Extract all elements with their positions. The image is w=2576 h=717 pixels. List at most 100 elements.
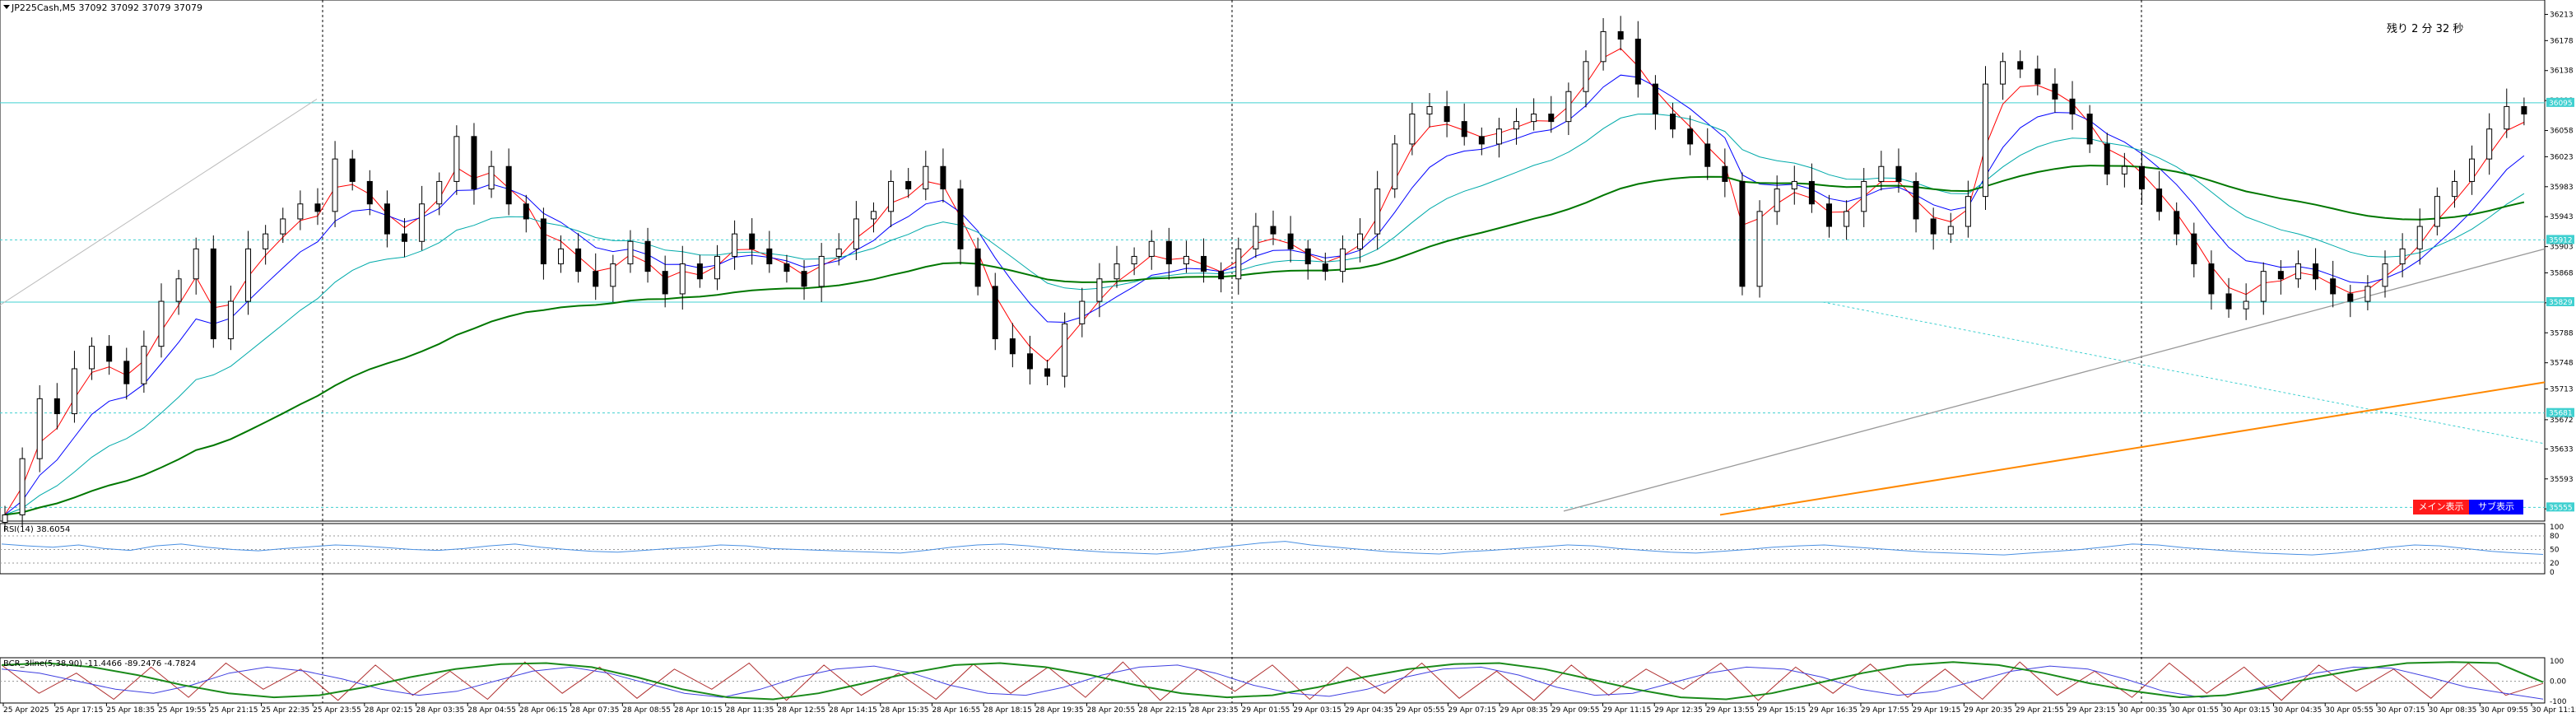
candle-body xyxy=(89,346,95,370)
candle-body xyxy=(1947,226,1954,235)
chart-title: JP225Cash,M5 37092 37092 37079 37079 xyxy=(12,2,202,13)
candle-body xyxy=(593,271,599,287)
candle-body xyxy=(540,218,546,265)
candle-body xyxy=(1548,114,1555,123)
time-tick-label: 28 Apr 04:55 xyxy=(467,706,516,714)
candle-body xyxy=(1270,226,1276,235)
candle-body xyxy=(957,189,964,249)
candle-body xyxy=(366,180,373,205)
main-view-button[interactable]: メイン表示 xyxy=(2413,500,2469,514)
price-tick-label: 36178 xyxy=(2550,37,2574,45)
price-tag-label: 36095 xyxy=(2549,100,2573,108)
candle-body xyxy=(2104,143,2110,175)
collapse-icon[interactable] xyxy=(3,5,10,9)
candle-body xyxy=(1461,121,1467,137)
candle-body xyxy=(349,158,356,182)
price-tick-label: 35748 xyxy=(2550,360,2574,368)
candle-body xyxy=(1670,114,1676,130)
time-tick-label: 30 Apr 03:15 xyxy=(2222,706,2271,714)
candle-body xyxy=(53,398,60,415)
candle-body xyxy=(575,248,582,272)
candle-body xyxy=(141,346,147,384)
candle-body xyxy=(210,248,216,340)
price-tick-label: 35672 xyxy=(2550,417,2574,425)
candle-body xyxy=(1652,83,1658,115)
time-tick-label: 29 Apr 23:15 xyxy=(2067,706,2116,714)
candle-body xyxy=(1844,211,1850,227)
candle-body xyxy=(1617,30,1624,40)
candle-body xyxy=(1739,180,1746,287)
candle-body xyxy=(1531,114,1537,123)
sub-view-button[interactable]: サブ表示 xyxy=(2469,500,2523,514)
candle-body xyxy=(1426,105,1433,115)
rsi-label: RSI(14) 38.6054 xyxy=(3,525,71,534)
candle-body xyxy=(2260,271,2267,302)
time-tick-label: 28 Apr 18:15 xyxy=(983,706,1032,714)
time-tick-label: 28 Apr 12:55 xyxy=(777,706,825,714)
time-tick-label: 28 Apr 07:35 xyxy=(571,706,620,714)
candle-body xyxy=(992,286,998,340)
candle-body xyxy=(2521,105,2527,115)
time-tick-label: 30 Apr 11:15 xyxy=(2532,706,2576,714)
time-tick-label: 29 Apr 17:55 xyxy=(1861,706,1909,714)
candle-body xyxy=(123,361,130,384)
time-tick-label: 28 Apr 03:35 xyxy=(416,706,465,714)
candle-body xyxy=(1304,248,1311,265)
candle-body xyxy=(2086,114,2093,145)
rsi-tick-label: 50 xyxy=(2550,547,2560,555)
time-tick-label: 25 Apr 17:15 xyxy=(55,706,104,714)
candle-body xyxy=(749,233,756,249)
time-tick-label: 29 Apr 15:15 xyxy=(1758,706,1806,714)
candle-body xyxy=(974,248,981,287)
time-tick-label: 30 Apr 04:35 xyxy=(2274,706,2323,714)
candle-body xyxy=(1339,248,1346,272)
price-tag xyxy=(2546,502,2574,512)
price-tag xyxy=(2546,235,2574,244)
candle-body xyxy=(419,203,425,242)
candle-body xyxy=(1409,114,1416,145)
candle-body xyxy=(696,263,703,280)
candle-body xyxy=(1895,165,1902,182)
time-tick-label: 28 Apr 02:15 xyxy=(365,706,413,714)
candle-body xyxy=(1965,196,1971,227)
price-tick-label: 36058 xyxy=(2550,128,2574,136)
time-tick-label: 28 Apr 16:55 xyxy=(932,706,980,714)
candle-body xyxy=(1079,300,1086,324)
candle-body xyxy=(1026,353,1033,370)
bcr-tick-label: 0.00 xyxy=(2550,678,2566,687)
candle-body xyxy=(2486,128,2493,160)
bar-countdown: 残り 2 分 32 秒 xyxy=(2387,23,2464,35)
price-tick-label: 35983 xyxy=(2550,184,2574,192)
candle-body xyxy=(2364,286,2371,302)
candle-body xyxy=(2434,196,2440,227)
candle-body xyxy=(2000,61,2006,85)
price-tick-label: 35633 xyxy=(2550,445,2574,454)
bcr-tick-label: -100 xyxy=(2550,698,2567,706)
candle-body xyxy=(2399,248,2406,265)
candle-body xyxy=(679,263,686,295)
time-tick-label: 29 Apr 01:55 xyxy=(1242,706,1290,714)
candle-body xyxy=(853,218,859,249)
candle-body xyxy=(2017,61,2024,70)
candle-body xyxy=(2243,300,2249,310)
bcr-panel-border xyxy=(0,657,2546,704)
time-tick-label: 28 Apr 15:35 xyxy=(881,706,929,714)
candle-body xyxy=(1478,136,1485,145)
time-tick-label: 30 Apr 09:55 xyxy=(2480,706,2528,714)
candle-body xyxy=(2069,98,2076,115)
candle-body xyxy=(280,218,286,235)
time-tick-label: 30 Apr 05:55 xyxy=(2325,706,2374,714)
candle-body xyxy=(471,136,477,190)
candle-body xyxy=(801,271,807,287)
main-panel-border xyxy=(0,0,2546,522)
candle-body xyxy=(1982,83,1988,198)
time-tick-label: 25 Apr 18:35 xyxy=(106,706,155,714)
candle-body xyxy=(1756,211,1763,287)
time-tick-label: 29 Apr 07:15 xyxy=(1448,706,1496,714)
time-tick-label: 28 Apr 20:55 xyxy=(1087,706,1136,714)
candle-body xyxy=(2469,158,2476,182)
candle-body xyxy=(2174,211,2180,235)
